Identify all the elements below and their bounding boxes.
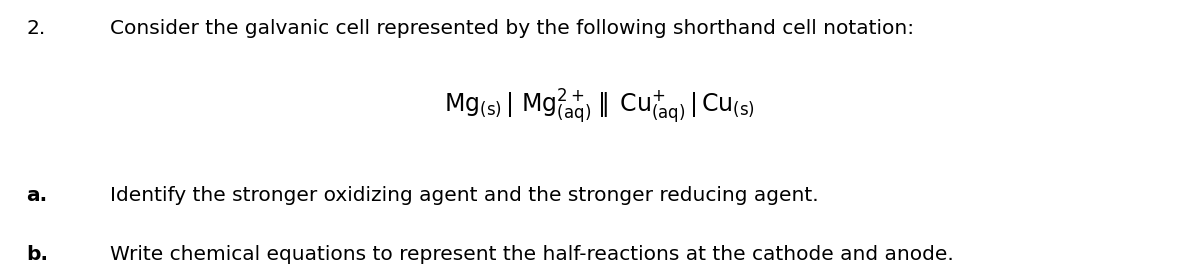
Text: 2.: 2. bbox=[26, 19, 46, 38]
Text: a.: a. bbox=[26, 186, 48, 205]
Text: $\mathrm{Mg}_{(\mathrm{s})}$$\,|\,$$\,\mathrm{Mg}^{2+}_{(\mathrm{aq})}$$\;\|\;\,: $\mathrm{Mg}_{(\mathrm{s})}$$\,|\,$$\,\m… bbox=[444, 87, 756, 126]
Text: b.: b. bbox=[26, 245, 48, 264]
Text: Consider the galvanic cell represented by the following shorthand cell notation:: Consider the galvanic cell represented b… bbox=[110, 19, 914, 38]
Text: Identify the stronger oxidizing agent and the stronger reducing agent.: Identify the stronger oxidizing agent an… bbox=[110, 186, 820, 205]
Text: Write chemical equations to represent the half-reactions at the cathode and anod: Write chemical equations to represent th… bbox=[110, 245, 954, 264]
